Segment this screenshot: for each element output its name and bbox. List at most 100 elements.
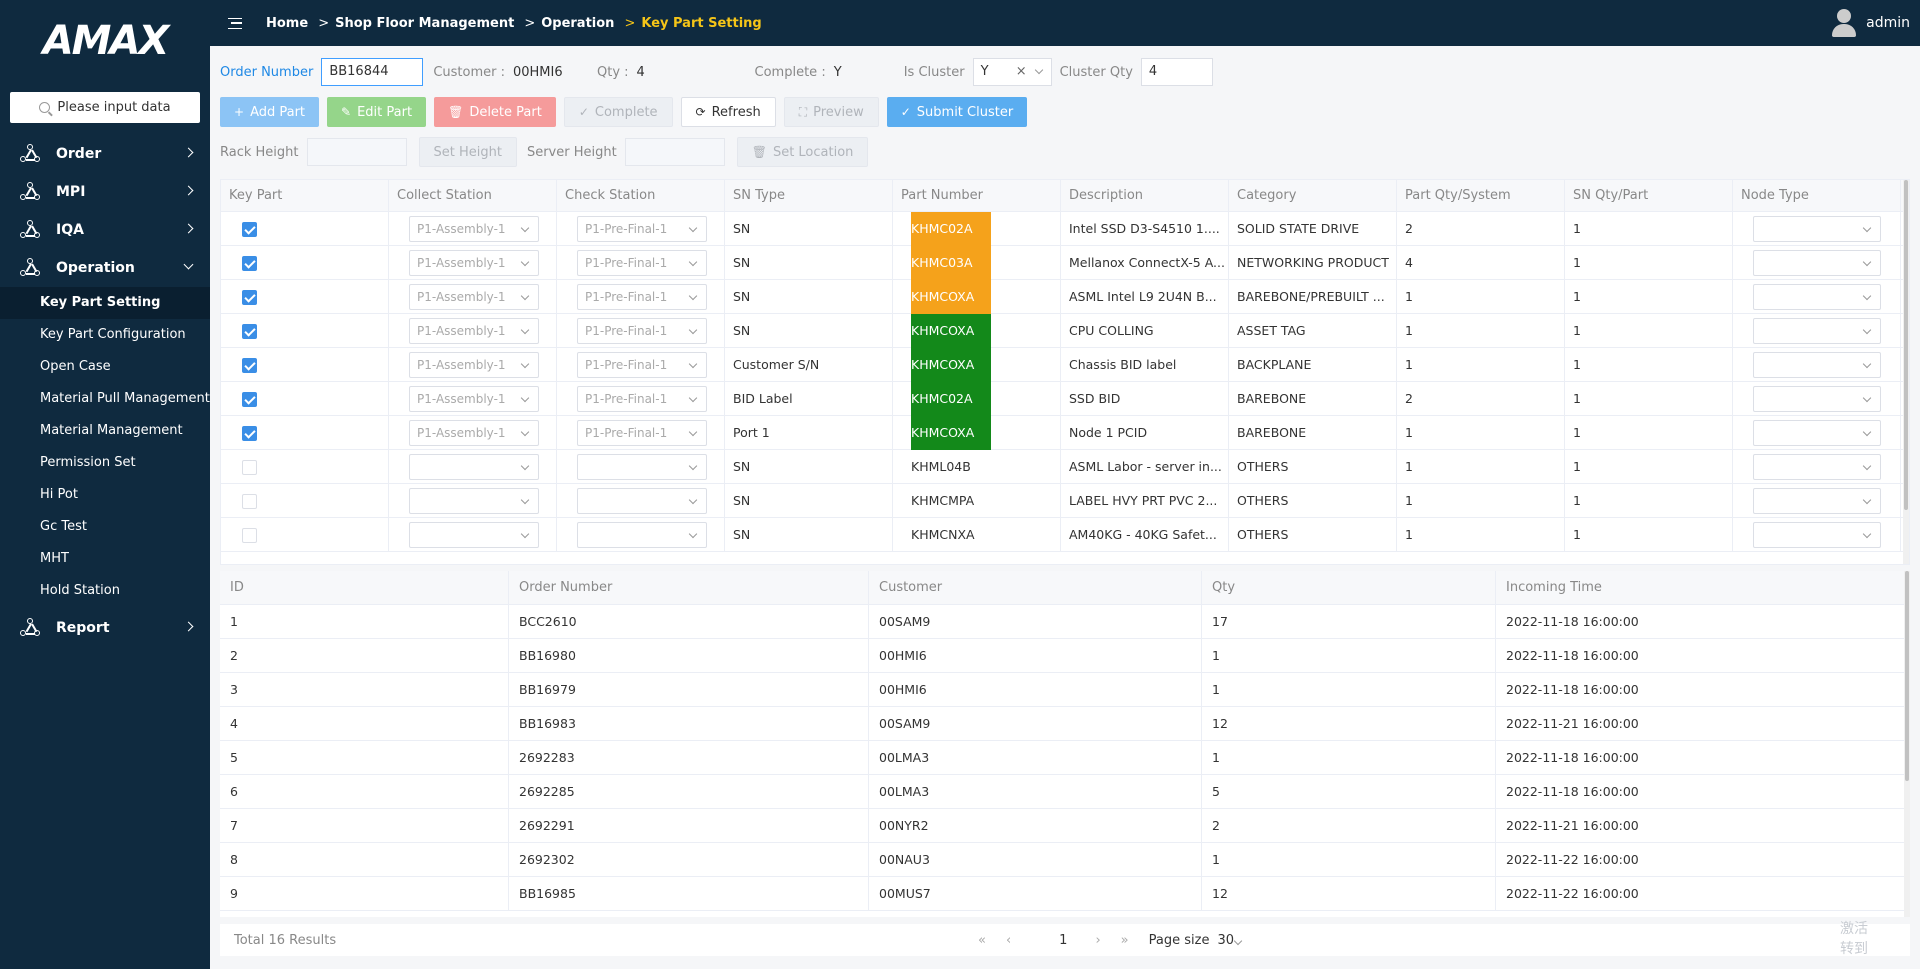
check-station-select[interactable]: P1-Pre-Final-1 (577, 249, 707, 276)
table-row[interactable]: 2 BB16980 00HMI6 1 2022-11-18 16:00:00 (220, 639, 1910, 673)
collect-station-select[interactable]: P1-Assembly-1 (409, 317, 539, 344)
column-header[interactable]: Incoming Time (1496, 571, 1910, 604)
key-part-checkbox[interactable] (242, 425, 257, 441)
table-row[interactable]: SN KHMCMPA LABEL HVY PRT PVC 2... OTHERS 1 1 (221, 483, 1909, 518)
key-part-checkbox[interactable] (242, 289, 257, 305)
preview-button[interactable]: ⛶ Preview (783, 97, 879, 127)
column-header[interactable]: Description (1061, 180, 1229, 211)
is-cluster-select[interactable]: Y × (972, 58, 1052, 86)
rack-height-input[interactable] (306, 138, 407, 166)
sidebar-item-order[interactable]: Order (0, 135, 210, 173)
table-row[interactable]: 6 2692285 00LMA3 5 2022-11-18 16:00:00 (220, 775, 1910, 809)
collect-station-select[interactable]: P1-Assembly-1 (409, 215, 539, 242)
column-header[interactable]: SN Type (725, 180, 893, 211)
add-part-button[interactable]: + Add Part (220, 97, 320, 127)
table-row[interactable]: 4 BB16983 00SAM9 12 2022-11-21 16:00:00 (220, 707, 1910, 741)
sidebar-item-operation[interactable]: Operation (0, 249, 210, 287)
check-station-select[interactable]: P1-Pre-Final-1 (577, 351, 707, 378)
check-station-select[interactable]: P1-Pre-Final-1 (577, 419, 707, 446)
check-station-select[interactable]: P1-Pre-Final-1 (577, 385, 707, 412)
collect-station-select[interactable]: P1-Assembly-1 (409, 351, 539, 378)
node-type-select[interactable] (1753, 521, 1881, 548)
node-type-select[interactable] (1753, 249, 1881, 276)
check-station-select[interactable]: P1-Pre-Final-1 (577, 215, 707, 242)
set-location-button[interactable]: 🗑 Set Location (736, 137, 869, 167)
collect-station-select[interactable]: P1-Assembly-1 (409, 249, 539, 276)
column-header[interactable]: Category (1229, 180, 1397, 211)
sidebar-subitem[interactable]: Material Pull Management (40, 391, 210, 406)
breadcrumb-shop-floor[interactable]: Shop Floor Management (318, 16, 514, 31)
first-page-button[interactable]: « (978, 932, 986, 948)
collect-station-select[interactable] (409, 453, 539, 480)
table-row[interactable]: 9 BB16985 00MUS7 12 2022-11-22 16:00:00 (220, 877, 1910, 911)
sidebar-item-iqa[interactable]: IQA (0, 211, 210, 249)
scrollbar[interactable] (1903, 180, 1909, 564)
table-row[interactable]: 8 2692302 00NAU3 1 2022-11-22 16:00:00 (220, 843, 1910, 877)
breadcrumb-operation[interactable]: Operation (524, 16, 614, 31)
table-row[interactable]: P1-Assembly-1 P1-Pre-Final-1 Customer S/N K… (221, 347, 1909, 382)
prev-page-button[interactable]: ‹ (1005, 932, 1012, 948)
table-row[interactable]: P1-Assembly-1 P1-Pre-Final-1 BID Label KHMC… (221, 381, 1909, 416)
edit-part-button[interactable]: ✎ Edit Part (327, 97, 427, 127)
key-part-checkbox[interactable] (242, 493, 257, 509)
sidebar-subitem[interactable]: Key Part Configuration (40, 327, 186, 342)
node-type-select[interactable] (1753, 215, 1881, 242)
sidebar-subitem[interactable]: Gc Test (40, 519, 87, 534)
page-size-select[interactable]: 30 (1217, 933, 1267, 948)
key-part-checkbox[interactable] (242, 527, 257, 543)
user-menu[interactable]: admin (1830, 8, 1910, 38)
node-type-select[interactable] (1753, 283, 1881, 310)
table-row[interactable]: P1-Assembly-1 P1-Pre-Final-1 SN KHMC03A Mell… (221, 245, 1909, 280)
table-row[interactable]: 1 BCC2610 00SAM9 17 2022-11-18 16:00:00 (220, 605, 1910, 639)
node-type-select[interactable] (1753, 487, 1881, 514)
scrollbar[interactable] (1904, 571, 1910, 917)
table-row[interactable]: P1-Assembly-1 P1-Pre-Final-1 SN KHMCOXA ASML… (221, 279, 1909, 314)
column-header[interactable]: Node Type (1733, 180, 1901, 211)
table-row[interactable]: P1-Assembly-1 P1-Pre-Final-1 SN KHMCOXA CPU … (221, 313, 1909, 348)
node-type-select[interactable] (1753, 317, 1881, 344)
sidebar-search-input[interactable]: Please input data (10, 92, 200, 123)
check-station-select[interactable]: P1-Pre-Final-1 (577, 317, 707, 344)
sidebar-subitem[interactable]: Open Case (40, 359, 111, 374)
collect-station-select[interactable] (409, 487, 539, 514)
node-type-select[interactable] (1753, 453, 1881, 480)
sidebar-subitem[interactable]: Hold Station (40, 583, 120, 598)
next-page-button[interactable]: › (1095, 932, 1101, 948)
breadcrumb-home[interactable]: Home (266, 15, 309, 31)
node-type-select[interactable] (1753, 419, 1881, 446)
table-row[interactable]: SN KHMCNXA AM40KG - 40KG Safet... OTHERS 1 1 (221, 517, 1909, 552)
collect-station-select[interactable] (409, 521, 539, 548)
column-header[interactable]: SN Qty/Part (1565, 180, 1733, 211)
column-header[interactable]: Part Number (893, 180, 1061, 211)
table-row[interactable]: P1-Assembly-1 P1-Pre-Final-1 Port 1 KHMCOXA… (221, 415, 1909, 450)
sidebar-subitem[interactable]: MHT (40, 551, 69, 566)
table-row[interactable]: 7 2692291 00NYR2 2 2022-11-21 16:00:00 (220, 809, 1910, 843)
cluster-qty-input[interactable]: 4 (1140, 58, 1213, 86)
table-row[interactable]: 3 BB16979 00HMI6 1 2022-11-18 16:00:00 (220, 673, 1910, 707)
collect-station-select[interactable]: P1-Assembly-1 (409, 419, 539, 446)
key-part-checkbox[interactable] (242, 221, 257, 237)
column-header[interactable]: ID (220, 571, 509, 604)
column-header[interactable]: Part Qty/System (1397, 180, 1565, 211)
submit-cluster-button[interactable]: ✓ Submit Cluster (886, 97, 1028, 127)
set-height-button[interactable]: Set Height (418, 137, 517, 167)
refresh-button[interactable]: ⟳ Refresh (680, 97, 776, 127)
key-part-checkbox[interactable] (242, 357, 257, 373)
menu-toggle-icon[interactable] (228, 17, 242, 29)
key-part-checkbox[interactable] (242, 323, 257, 339)
table-row[interactable]: 5 2692283 00LMA3 1 2022-11-18 16:00:00 (220, 741, 1910, 775)
collect-station-select[interactable]: P1-Assembly-1 (409, 283, 539, 310)
delete-part-button[interactable]: 🗑 Delete Part (434, 97, 556, 127)
server-height-input[interactable] (624, 138, 725, 166)
sidebar-subitem[interactable]: Material Management (40, 423, 183, 438)
column-header[interactable]: Key Part (221, 180, 389, 211)
sidebar-item-report[interactable]: Report (0, 609, 210, 647)
check-station-select[interactable]: P1-Pre-Final-1 (577, 283, 707, 310)
key-part-checkbox[interactable] (242, 391, 257, 407)
key-part-checkbox[interactable] (242, 459, 257, 475)
sidebar-subitem[interactable]: Key Part Setting (0, 287, 210, 319)
column-header[interactable]: Order Number (509, 571, 869, 604)
table-row[interactable]: P1-Assembly-1 P1-Pre-Final-1 SN KHMC02A Inte… (221, 211, 1909, 246)
order-number-input[interactable]: BB16844 (321, 58, 424, 86)
sidebar-subitem[interactable]: Hi Pot (40, 487, 78, 502)
